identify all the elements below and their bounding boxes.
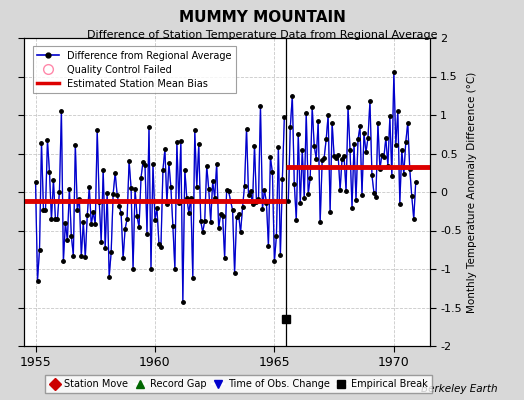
Y-axis label: Monthly Temperature Anomaly Difference (°C): Monthly Temperature Anomaly Difference (… bbox=[467, 71, 477, 313]
Text: Berkeley Earth: Berkeley Earth bbox=[421, 384, 498, 394]
Text: MUMMY MOUNTAIN: MUMMY MOUNTAIN bbox=[179, 10, 345, 25]
Legend: Difference from Regional Average, Quality Control Failed, Estimated Station Mean: Difference from Regional Average, Qualit… bbox=[32, 46, 236, 94]
Text: Difference of Station Temperature Data from Regional Average: Difference of Station Temperature Data f… bbox=[87, 30, 437, 40]
Legend: Station Move, Record Gap, Time of Obs. Change, Empirical Break: Station Move, Record Gap, Time of Obs. C… bbox=[45, 375, 432, 393]
